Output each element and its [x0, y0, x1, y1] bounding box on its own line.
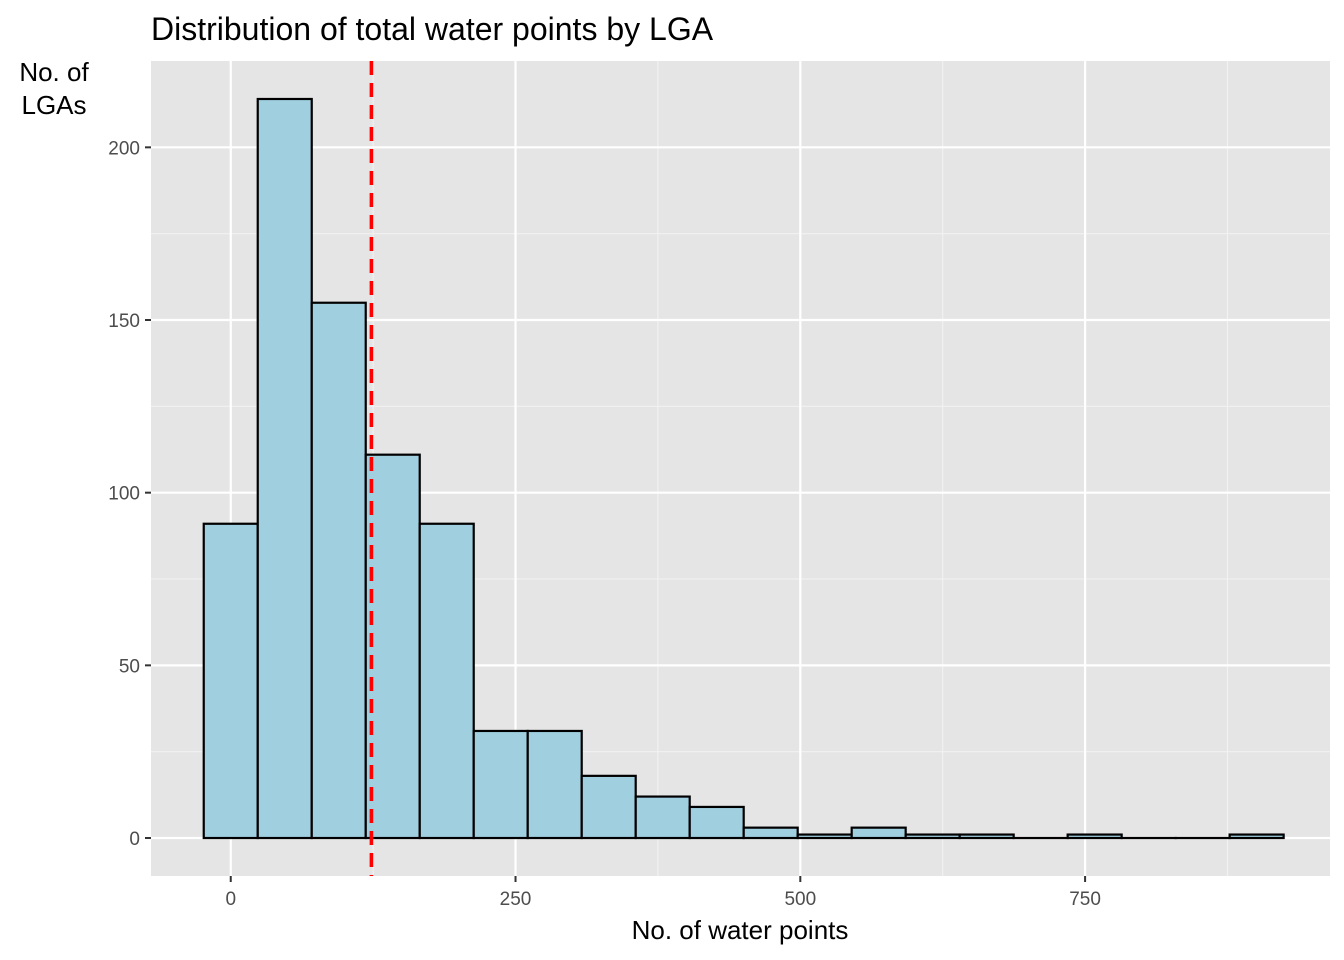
histogram-bar: [256, 97, 313, 840]
histogram-bar: [526, 729, 583, 840]
histogram-bar: [472, 729, 529, 840]
plot-panel: [151, 61, 1330, 876]
x-axis-title: No. of water points: [632, 915, 849, 945]
histogram-bar: [418, 522, 475, 840]
histogram-bar: [796, 833, 853, 840]
chart-title: Distribution of total water points by LG…: [151, 11, 714, 47]
x-tick-label: 750: [1069, 889, 1101, 910]
y-axis: 0 50 100 150 200: [108, 138, 151, 850]
histogram-bar: [202, 522, 259, 840]
histogram-bar: [310, 301, 367, 840]
x-tick-label: 250: [500, 889, 532, 910]
y-axis-title-line-1: No. of: [19, 57, 89, 87]
histogram-bar: [904, 833, 961, 840]
y-axis-title-line-2: LGAs: [21, 90, 86, 120]
x-axis: 0 250 500 750: [225, 876, 1101, 910]
histogram-bar: [1066, 833, 1123, 840]
histogram-bar: [634, 795, 691, 840]
y-tick-label: 200: [108, 138, 140, 159]
histogram-bar: [364, 453, 421, 840]
y-tick-label: 100: [108, 484, 140, 505]
y-tick-label: 50: [119, 656, 140, 677]
histogram-bar: [742, 826, 799, 840]
histogram-bar: [688, 805, 745, 840]
histogram-bar: [580, 774, 637, 840]
histogram-bar: [1228, 833, 1285, 840]
x-tick-label: 500: [784, 889, 816, 910]
y-tick-label: 150: [108, 311, 140, 332]
y-tick-label: 0: [129, 829, 140, 850]
x-tick-label: 0: [225, 889, 236, 910]
histogram-bar: [850, 826, 907, 840]
histogram-bar: [958, 833, 1015, 840]
